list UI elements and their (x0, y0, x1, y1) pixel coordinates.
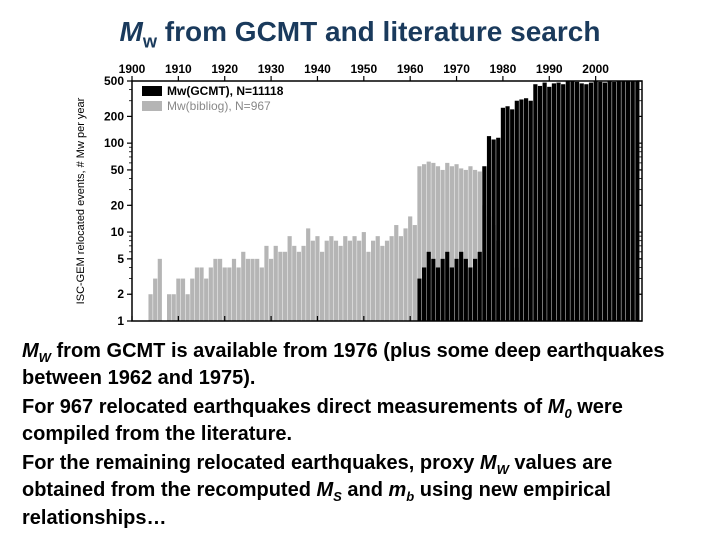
p1-m: M (22, 340, 39, 362)
p3-m1: M (480, 452, 497, 474)
p3-m2: M (316, 479, 333, 501)
title-rest: from GCMT and literature search (157, 16, 600, 47)
p2-m-sub: 0 (564, 406, 571, 421)
svg-text:1: 1 (117, 314, 124, 328)
svg-text:1930: 1930 (258, 62, 285, 76)
para-2: For 967 relocated earthquakes direct mea… (22, 395, 698, 447)
svg-text:1940: 1940 (304, 62, 331, 76)
p3-a: For the remaining relocated earthquakes,… (22, 452, 480, 474)
svg-text:1960: 1960 (397, 62, 424, 76)
svg-text:2: 2 (117, 287, 124, 301)
svg-text:Mw(bibliog), N=967: Mw(bibliog), N=967 (167, 99, 271, 113)
svg-text:1920: 1920 (211, 62, 238, 76)
para-3: For the remaining relocated earthquakes,… (22, 451, 698, 531)
p3-c: and (342, 479, 389, 501)
title-sub: w (143, 32, 157, 52)
p3-m2-sub: S (333, 489, 342, 504)
svg-text:1950: 1950 (350, 62, 377, 76)
svg-text:2000: 2000 (582, 62, 609, 76)
histogram-chart: 1900191019201930194019501960197019801990… (70, 59, 650, 329)
svg-text:1970: 1970 (443, 62, 470, 76)
svg-text:1980: 1980 (490, 62, 517, 76)
title-m: M (120, 16, 143, 47)
p1-m-sub: W (39, 350, 51, 365)
svg-text:200: 200 (104, 109, 124, 123)
body-text: MW from GCMT is available from 1976 (plu… (0, 329, 720, 531)
p3-m3: m (388, 479, 406, 501)
svg-text:1990: 1990 (536, 62, 563, 76)
svg-text:20: 20 (111, 198, 125, 212)
svg-text:ISC-GEM relocated events, # Mw: ISC-GEM relocated events, # Mw per year (75, 97, 87, 304)
p2-m: M (548, 396, 565, 418)
p2-a: For 967 relocated earthquakes direct mea… (22, 396, 548, 418)
svg-text:100: 100 (104, 136, 124, 150)
page-title: Mw from GCMT and literature search (0, 0, 720, 59)
svg-text:500: 500 (104, 74, 124, 88)
svg-text:50: 50 (111, 163, 125, 177)
svg-text:10: 10 (111, 225, 125, 239)
svg-text:1910: 1910 (165, 62, 192, 76)
svg-text:5: 5 (117, 251, 124, 265)
svg-text:Mw(GCMT), N=11118: Mw(GCMT), N=11118 (167, 84, 284, 98)
p1-text: from GCMT is available from 1976 (plus s… (22, 340, 665, 389)
chart-svg: 1900191019201930194019501960197019801990… (70, 59, 650, 329)
p3-m1-sub: W (497, 462, 509, 477)
para-1: MW from GCMT is available from 1976 (plu… (22, 339, 698, 391)
